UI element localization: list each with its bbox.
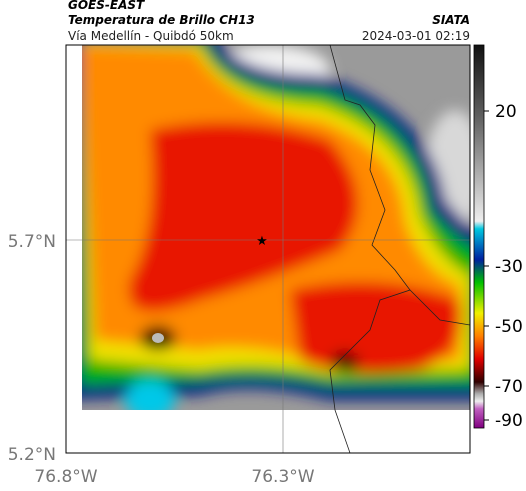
borders <box>329 44 471 454</box>
colorbar <box>473 44 485 429</box>
lat-label: 5.7°N <box>8 232 56 252</box>
map-frame <box>65 44 471 454</box>
colorbar-tick-label: -70 <box>495 377 523 397</box>
satellite: GOES-EAST <box>68 0 145 12</box>
lon-label: 76.3°W <box>251 467 314 487</box>
city-marker: ★ <box>256 234 268 249</box>
satellite-image <box>82 45 470 410</box>
colorbar-tick-label: 20 <box>495 102 517 122</box>
colorbar-tick-label: -30 <box>495 257 523 277</box>
lat-label: 5.2°N <box>8 445 56 465</box>
colorbar-ticks <box>484 110 489 421</box>
colorbar-tick-label: -90 <box>495 411 523 431</box>
lon-label: 76.8°W <box>34 467 97 487</box>
subtitle: Vía Medellín - Quibdó 50km <box>68 29 234 43</box>
timestamp: 2024-03-01 02:19 <box>362 29 470 43</box>
colorbar-tick-label: -50 <box>495 317 523 337</box>
title: Temperatura de Brillo CH13 <box>68 13 255 27</box>
graticule <box>66 45 470 453</box>
source: SIATA <box>432 13 470 27</box>
